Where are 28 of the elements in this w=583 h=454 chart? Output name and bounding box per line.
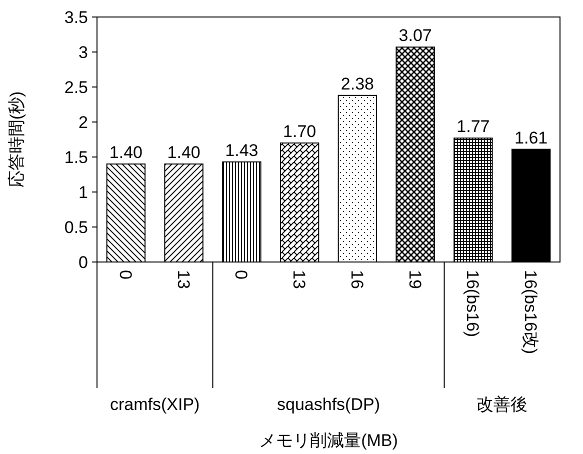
data-label: 1.70 <box>283 122 316 141</box>
text: 改善後 <box>476 395 528 414</box>
x-tick-label: 19 <box>405 270 424 289</box>
y-tick-label: 1 <box>78 183 88 202</box>
y-axis-title: 応答時間(秒) <box>7 91 26 188</box>
data-label: 1.61 <box>514 128 548 148</box>
data-label: 2.38 <box>340 74 374 94</box>
x-tick-label: 16(bs16改) <box>521 270 540 354</box>
data-label: 1.40 <box>109 143 142 162</box>
data-label: 1.43 <box>225 140 258 160</box>
x-axis-title: メモリ削減量(MB) <box>259 431 398 450</box>
y-tick-label: 3.5 <box>64 8 88 27</box>
x-tick-label: 16(bs16) <box>463 270 482 338</box>
y-tick-label: 2.5 <box>64 78 88 97</box>
y-tick-label: 1.5 <box>64 148 88 167</box>
y-tick-label: 3 <box>78 43 88 62</box>
text: cramfs(XIP) <box>110 395 200 414</box>
data-label: 3.07 <box>398 26 432 46</box>
text: squashfs(DP) <box>277 395 380 414</box>
data-label: 1.77 <box>456 117 490 136</box>
y-tick-label: 0.5 <box>64 218 88 237</box>
x-tick-label: 0 <box>232 270 251 280</box>
x-tick-label: 16 <box>347 270 366 289</box>
x-tick-label: 13 <box>174 270 193 289</box>
data-label: 1.40 <box>167 143 200 162</box>
y-tick-label: 2 <box>78 113 88 132</box>
x-tick-label: 13 <box>290 270 309 289</box>
x-tick-label: 0 <box>116 270 135 280</box>
